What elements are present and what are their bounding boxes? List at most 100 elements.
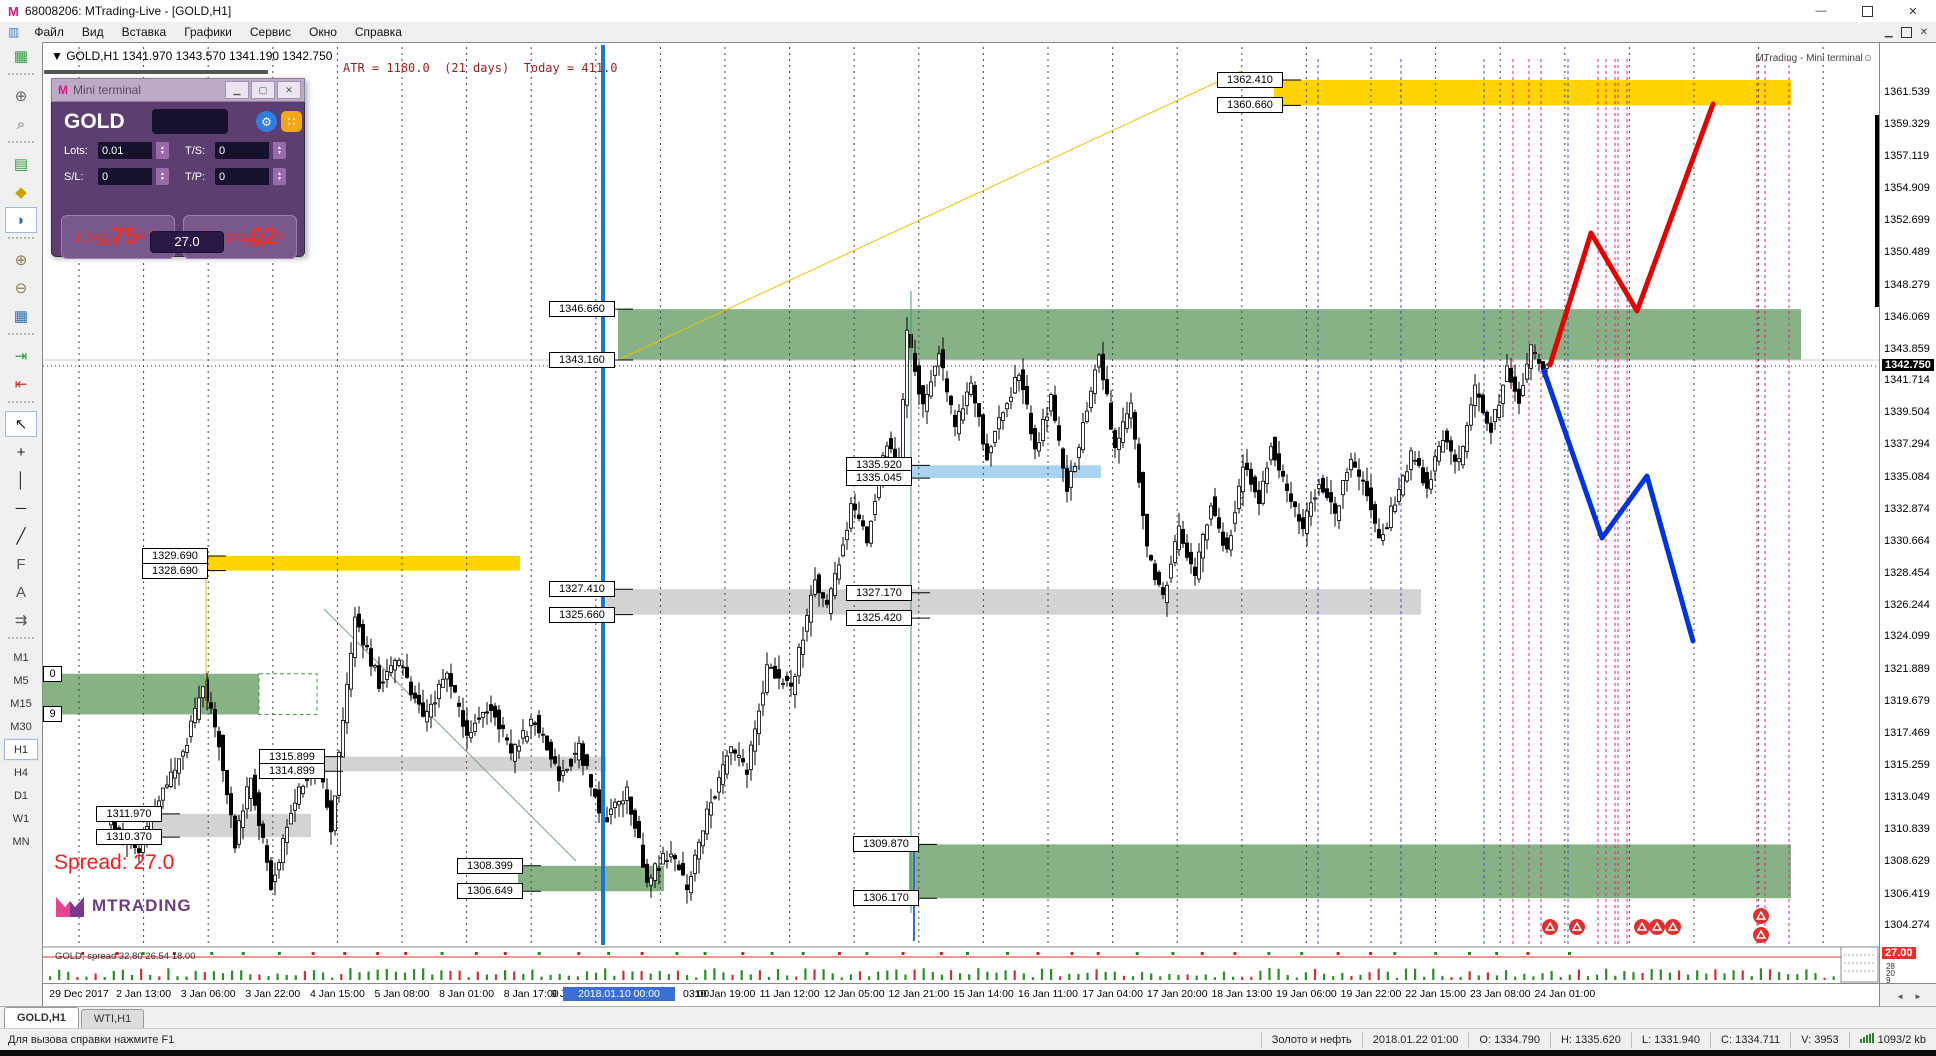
status-cell: 1093/2 kb [1848, 1032, 1936, 1048]
price-axis-label: 1348.279 [1884, 278, 1930, 291]
price-axis-label: 1335.084 [1884, 470, 1930, 483]
menu-item-Окно[interactable]: Окно [308, 25, 337, 39]
time-axis-label: 17 Jan 04:00 [1082, 988, 1143, 1000]
broker-logo: MTRADING [55, 893, 192, 919]
time-axis[interactable]: 29 Dec 2017 2 Jan 13:00 3 Jan 06:00 3 Jan 2… [43, 983, 1879, 1008]
chart-tab-GOLD,H1[interactable]: GOLD,H1 [4, 1007, 79, 1028]
window-restore-button[interactable] [1844, 0, 1890, 22]
chart-ohlc-header[interactable]: ▼ GOLD,H1 1341.970 1343.570 1341.190 134… [51, 49, 333, 63]
time-axis-label: 3 Jan 06:00 [180, 988, 236, 1000]
child-close-button[interactable]: ✕ [1919, 26, 1928, 38]
timeframe-button-H1[interactable]: H1 [4, 739, 38, 760]
timeframe-button-M1[interactable]: M1 [13, 651, 29, 664]
spread-indicator-label: GOLD, spread 32,80 26.54 18.00 [55, 951, 196, 962]
chart-zoom-icon[interactable]: ⌕ [16, 115, 26, 133]
ts-stepper[interactable]: ▲ ▼ [273, 142, 286, 159]
timeframe-button-H4[interactable]: H4 [13, 766, 29, 779]
timeframe-button-MN[interactable]: MN [12, 835, 30, 848]
grid-settings-icon[interactable]: ∷ [281, 111, 302, 132]
menu-item-Графики[interactable]: Графики [184, 25, 232, 39]
gear-icon[interactable]: ⚙ [256, 111, 277, 132]
scroll-corner[interactable]: ◄ ► [1879, 983, 1936, 1008]
price-axis-label: 1310.839 [1884, 823, 1930, 836]
price-axis-label: 1308.629 [1884, 855, 1930, 868]
window-minimize-button[interactable]: — [1815, 5, 1827, 17]
scroll-right-icon[interactable]: ► [1914, 991, 1922, 1001]
price-level-label: 1325.660 [549, 606, 615, 623]
price-axis-label: 1313.049 [1884, 791, 1930, 804]
take-profit-input[interactable] [215, 168, 269, 185]
child-minimize-button[interactable]: ▁ [1884, 26, 1893, 38]
chevron-down-icon[interactable]: ▼ [51, 49, 67, 63]
zoom-in-icon[interactable]: ⊕ [14, 252, 28, 269]
price-level-label: 1327.410 [549, 581, 615, 598]
mini-terminal-logo-icon: M [58, 83, 68, 97]
time-axis-label: 24 Jan 01:00 [1534, 988, 1596, 1000]
mini-minimize-button[interactable]: ▁ [225, 81, 249, 99]
menu-item-Вставка[interactable]: Вставка [121, 25, 167, 39]
arrows-icon[interactable]: ⇉ [14, 612, 28, 629]
price-level-label: 9 [43, 706, 62, 723]
menu-item-Вид[interactable]: Вид [81, 25, 104, 39]
price-axis-label: 1357.119 [1884, 149, 1930, 162]
price-axis-label: 1330.664 [1884, 534, 1930, 547]
timeframe-button-M30[interactable]: M30 [10, 720, 32, 733]
child-restore-button[interactable] [1900, 26, 1912, 38]
sl-label: S/L: [64, 170, 84, 183]
mini-terminal-title: Mini terminal [73, 83, 142, 97]
spread-scale-label: 9 [1886, 976, 1891, 985]
chart-window-icon: ▥ [8, 25, 20, 39]
scroll-left-icon[interactable]: ◄ [1896, 991, 1904, 1001]
trailing-stop-input[interactable] [215, 142, 269, 159]
hline-icon[interactable]: ─ [15, 499, 27, 517]
eraser-icon[interactable]: ◆ [15, 184, 27, 201]
crosshair-target-icon[interactable]: ⊕ [14, 88, 28, 105]
timeframe-button-W1[interactable]: W1 [12, 812, 30, 825]
lots-label: Lots: [64, 144, 88, 157]
new-chart-icon[interactable]: ▦ [13, 48, 29, 65]
timeframe-button-D1[interactable]: D1 [13, 789, 29, 802]
price-axis-label: 1304.274 [1884, 918, 1930, 931]
price-level-label: 1343.160 [549, 352, 615, 369]
timeframe-button-M5[interactable]: M5 [13, 674, 29, 687]
timeframe-button-M15[interactable]: M15 [10, 697, 32, 710]
price-level-label: 0 [43, 665, 62, 682]
candlestick-plot[interactable] [43, 43, 1879, 983]
time-axis-label: 12 Jan 05:00 [823, 988, 885, 1000]
price-axis-label: 1361.539 [1884, 85, 1930, 98]
toolbar-separator [8, 237, 34, 245]
mini-comment-field[interactable] [152, 109, 228, 134]
cursor-icon[interactable]: ↖ [5, 411, 37, 437]
price-level-label: 1362.410 [1217, 71, 1283, 88]
auto-scroll-icon[interactable]: ⇤ [14, 376, 28, 393]
price-axis[interactable]: 1361.539 1359.329 1357.119 1354.909 1352.699… [1879, 43, 1936, 985]
vline-icon[interactable]: │ [16, 471, 26, 489]
stop-loss-input[interactable] [98, 168, 152, 185]
mini-terminal-titlebar[interactable]: M Mini terminal ▁ ▢ ✕ [51, 78, 305, 102]
trendline-icon[interactable]: ╱ [16, 528, 26, 545]
menu-bar: ▥ Файл Вид Вставка Графики Сервис Окно Справка… [0, 22, 1936, 43]
chart-area[interactable]: ▼ GOLD,H1 1341.970 1343.570 1341.190 134… [42, 42, 1936, 1008]
mini-restore-button[interactable]: ▢ [251, 81, 275, 99]
lots-input[interactable] [98, 142, 152, 159]
mini-terminal-panel[interactable]: M Mini terminal ▁ ▢ ✕ GOLD ⚙ ∷ Lots: ▲▼ … [51, 78, 305, 259]
current-price-axis-label: 1342.750 [1882, 359, 1934, 371]
expert-advisor-icon[interactable]: ◗ [5, 207, 37, 233]
lots-stepper[interactable]: ▲ ▼ [156, 142, 169, 159]
tp-stepper[interactable]: ▲ ▼ [273, 168, 286, 185]
menu-item-Сервис[interactable]: Сервис [249, 25, 291, 39]
window-close-button[interactable]: ✕ [1908, 5, 1918, 18]
time-axis-label: 23 Jan 08:00 [1469, 988, 1531, 1000]
fibonacci-icon[interactable]: F [16, 555, 26, 573]
menu-item-Справка[interactable]: Справка [354, 25, 402, 39]
chart-tab-WTI,H1[interactable]: WTI,H1 [80, 1009, 145, 1028]
sl-stepper[interactable]: ▲ ▼ [156, 168, 169, 185]
mini-close-button[interactable]: ✕ [277, 81, 301, 99]
chart-shift-icon[interactable]: ⇥ [14, 348, 28, 365]
tile-windows-icon[interactable]: ▦ [13, 308, 29, 325]
menu-item-Файл[interactable]: Файл [34, 25, 64, 39]
zoom-out-icon[interactable]: ⊖ [14, 280, 28, 297]
crosshair-icon[interactable]: + [16, 443, 26, 461]
new-template-icon[interactable]: ▤ [13, 156, 29, 173]
text-icon[interactable]: A [15, 583, 26, 601]
